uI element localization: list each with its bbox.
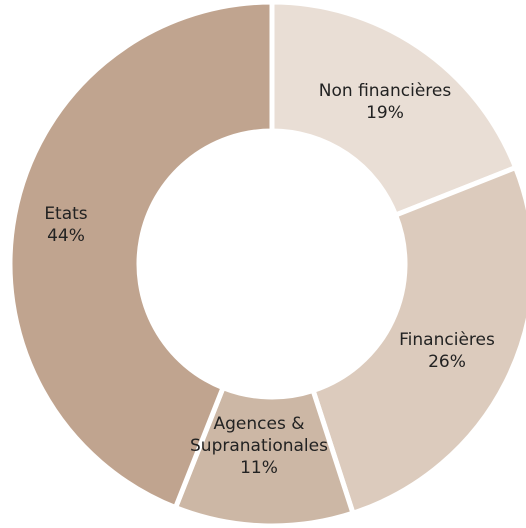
slice-value-label: 44% [47, 226, 85, 246]
slice-label-etats: Etats 44% [44, 204, 87, 246]
slice-non-financieres [269, 0, 519, 219]
slice-value-label: 19% [366, 103, 404, 123]
slice-label-financieres: Financières 26% [399, 330, 495, 372]
slice-name-label: Supranationales [190, 436, 328, 456]
slice-financieres [309, 164, 526, 517]
slice-value-label: 11% [240, 458, 278, 478]
slice-name-label: Etats [44, 204, 87, 224]
slice-label-non-financieres: Non financières 19% [319, 81, 452, 123]
slices-layer [7, 0, 526, 528]
slice-name-label: Non financières [319, 81, 452, 101]
slice-name-label: Agences & [214, 414, 305, 434]
slice-label-agences-supranationales: Agences & Supranationales 11% [190, 414, 328, 478]
slice-name-label: Financières [399, 330, 495, 350]
labels-layer: Non financières 19% Financières 26% Agences … [44, 81, 495, 478]
slice-value-label: 26% [428, 352, 466, 372]
slice-etats [7, 0, 275, 511]
